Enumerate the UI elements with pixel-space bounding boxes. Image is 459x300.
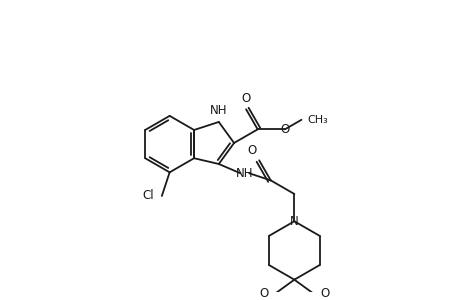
Text: CH₃: CH₃ [307,115,327,125]
Text: O: O [280,123,289,136]
Text: O: O [241,92,250,105]
Text: O: O [246,144,256,158]
Text: NH: NH [235,167,252,180]
Text: Cl: Cl [142,189,154,203]
Text: O: O [320,287,329,300]
Text: N: N [289,215,298,228]
Text: O: O [258,287,268,300]
Text: NH: NH [210,104,227,117]
